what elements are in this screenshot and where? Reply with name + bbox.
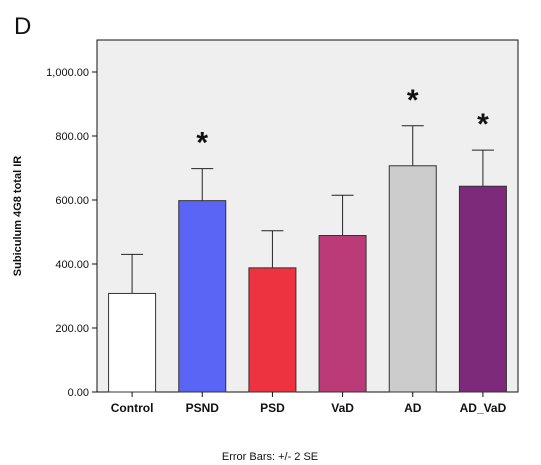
panel-label: D — [14, 13, 31, 40]
significance-star: * — [196, 127, 208, 160]
y-tick-label: 600.00 — [55, 195, 89, 207]
bars — [108, 165, 507, 393]
bar — [248, 267, 297, 393]
error-bar-footnote: Error Bars: +/- 2 SE — [222, 451, 318, 463]
x-tick-label: AD — [404, 401, 422, 415]
y-axis-label: Subiculum 4G8 total IR — [12, 156, 24, 276]
bar — [108, 292, 157, 393]
y-tick-label: 0.00 — [68, 387, 89, 399]
bar — [388, 165, 437, 393]
x-tick-label: Control — [111, 401, 154, 415]
y-tick-label: 200.00 — [55, 323, 89, 335]
x-tick-label: VaD — [331, 401, 354, 415]
y-tick-label: 800.00 — [55, 131, 89, 143]
plot-area — [96, 39, 519, 393]
bar — [318, 235, 367, 393]
significance-star: * — [477, 108, 489, 141]
bar — [178, 200, 227, 393]
x-tick-label: PSD — [260, 401, 285, 415]
y-tick-label: 1,000.00 — [46, 67, 89, 79]
significance-star: * — [407, 84, 419, 117]
bar — [458, 185, 507, 393]
y-axis: 0.00 200.00 400.00 600.00 800.00 1,000.00 — [46, 67, 97, 399]
x-axis: Control PSND PSD VaD AD AD_VaD — [111, 392, 507, 415]
y-tick-label: 400.00 — [55, 259, 89, 271]
significance-markers: * * * — [196, 84, 489, 160]
x-tick-label: AD_VaD — [460, 401, 507, 415]
x-tick-label: PSND — [186, 401, 220, 415]
